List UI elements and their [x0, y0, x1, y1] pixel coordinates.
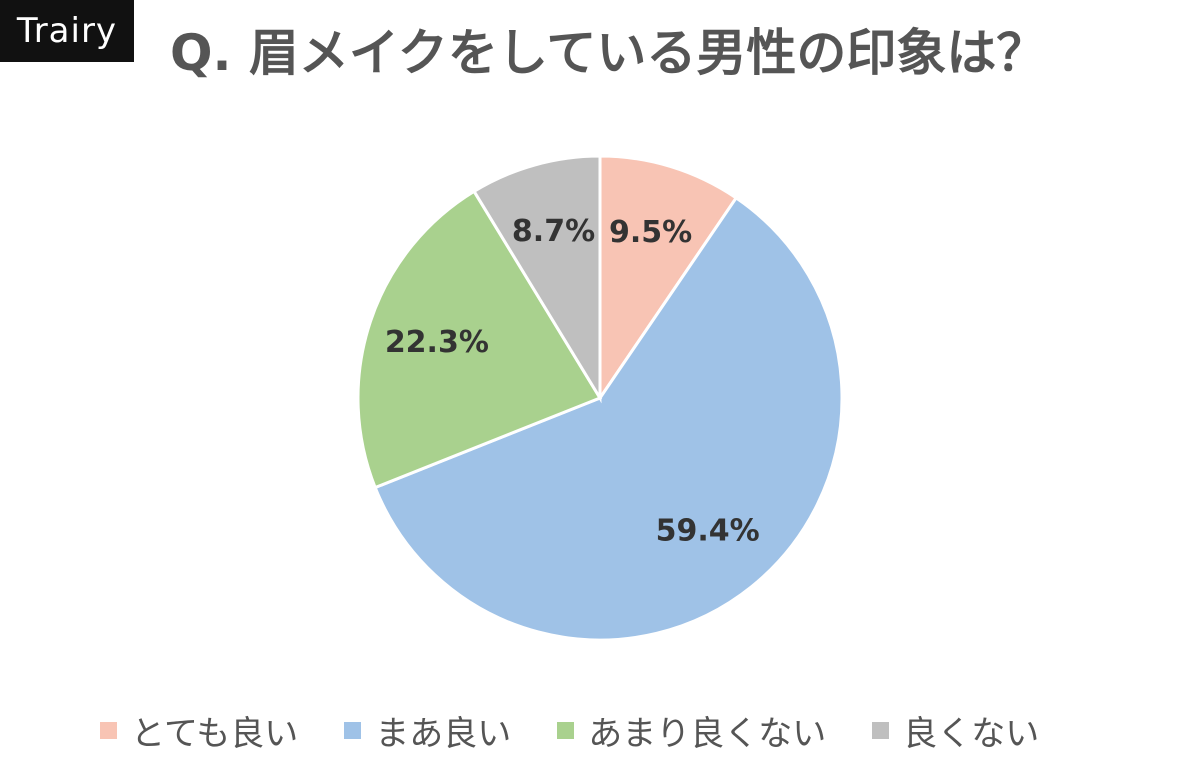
legend-swatch-very-good — [100, 721, 117, 739]
legend-item-very-good: とても良い — [100, 706, 298, 755]
slice-label-fairly-good: 59.4% — [656, 514, 760, 549]
legend-swatch-fairly-good — [344, 721, 362, 739]
pie-slice-very-good — [598, 154, 739, 403]
slice-label-not-very-good: 22.3% — [385, 325, 489, 360]
pie-data-labels: 9.5% 59.4% 22.3% 8.7% — [385, 214, 760, 549]
pie-slice-not-good — [472, 154, 602, 404]
legend-item-not-very-good: あまり良くない — [557, 706, 826, 755]
chart-legend: とても良い まあ良い あまり良くない 良くない — [100, 706, 1140, 754]
pie-slice-fairly-good — [373, 195, 844, 642]
brand-badge: Trairy — [0, 0, 134, 62]
slice-label-not-good: 8.7% — [512, 214, 595, 249]
pie-slice-not-very-good — [356, 189, 603, 490]
legend-swatch-not-good — [872, 721, 890, 739]
pie-slices — [356, 154, 844, 642]
legend-item-not-good: 良くない — [872, 706, 1039, 755]
chart-title: Q. 眉メイクをしている男性の印象は？ — [170, 24, 1047, 82]
legend-label-fairly-good: まあ良い — [375, 713, 512, 754]
legend-label-not-very-good: あまり良くない — [588, 713, 827, 754]
legend-label-not-good: 良くない — [903, 713, 1040, 754]
slice-label-very-good: 9.5% — [609, 215, 692, 250]
legend-item-fairly-good: まあ良い — [344, 706, 511, 755]
legend-label-very-good: とても良い — [131, 713, 299, 754]
legend-swatch-not-very-good — [557, 721, 575, 739]
